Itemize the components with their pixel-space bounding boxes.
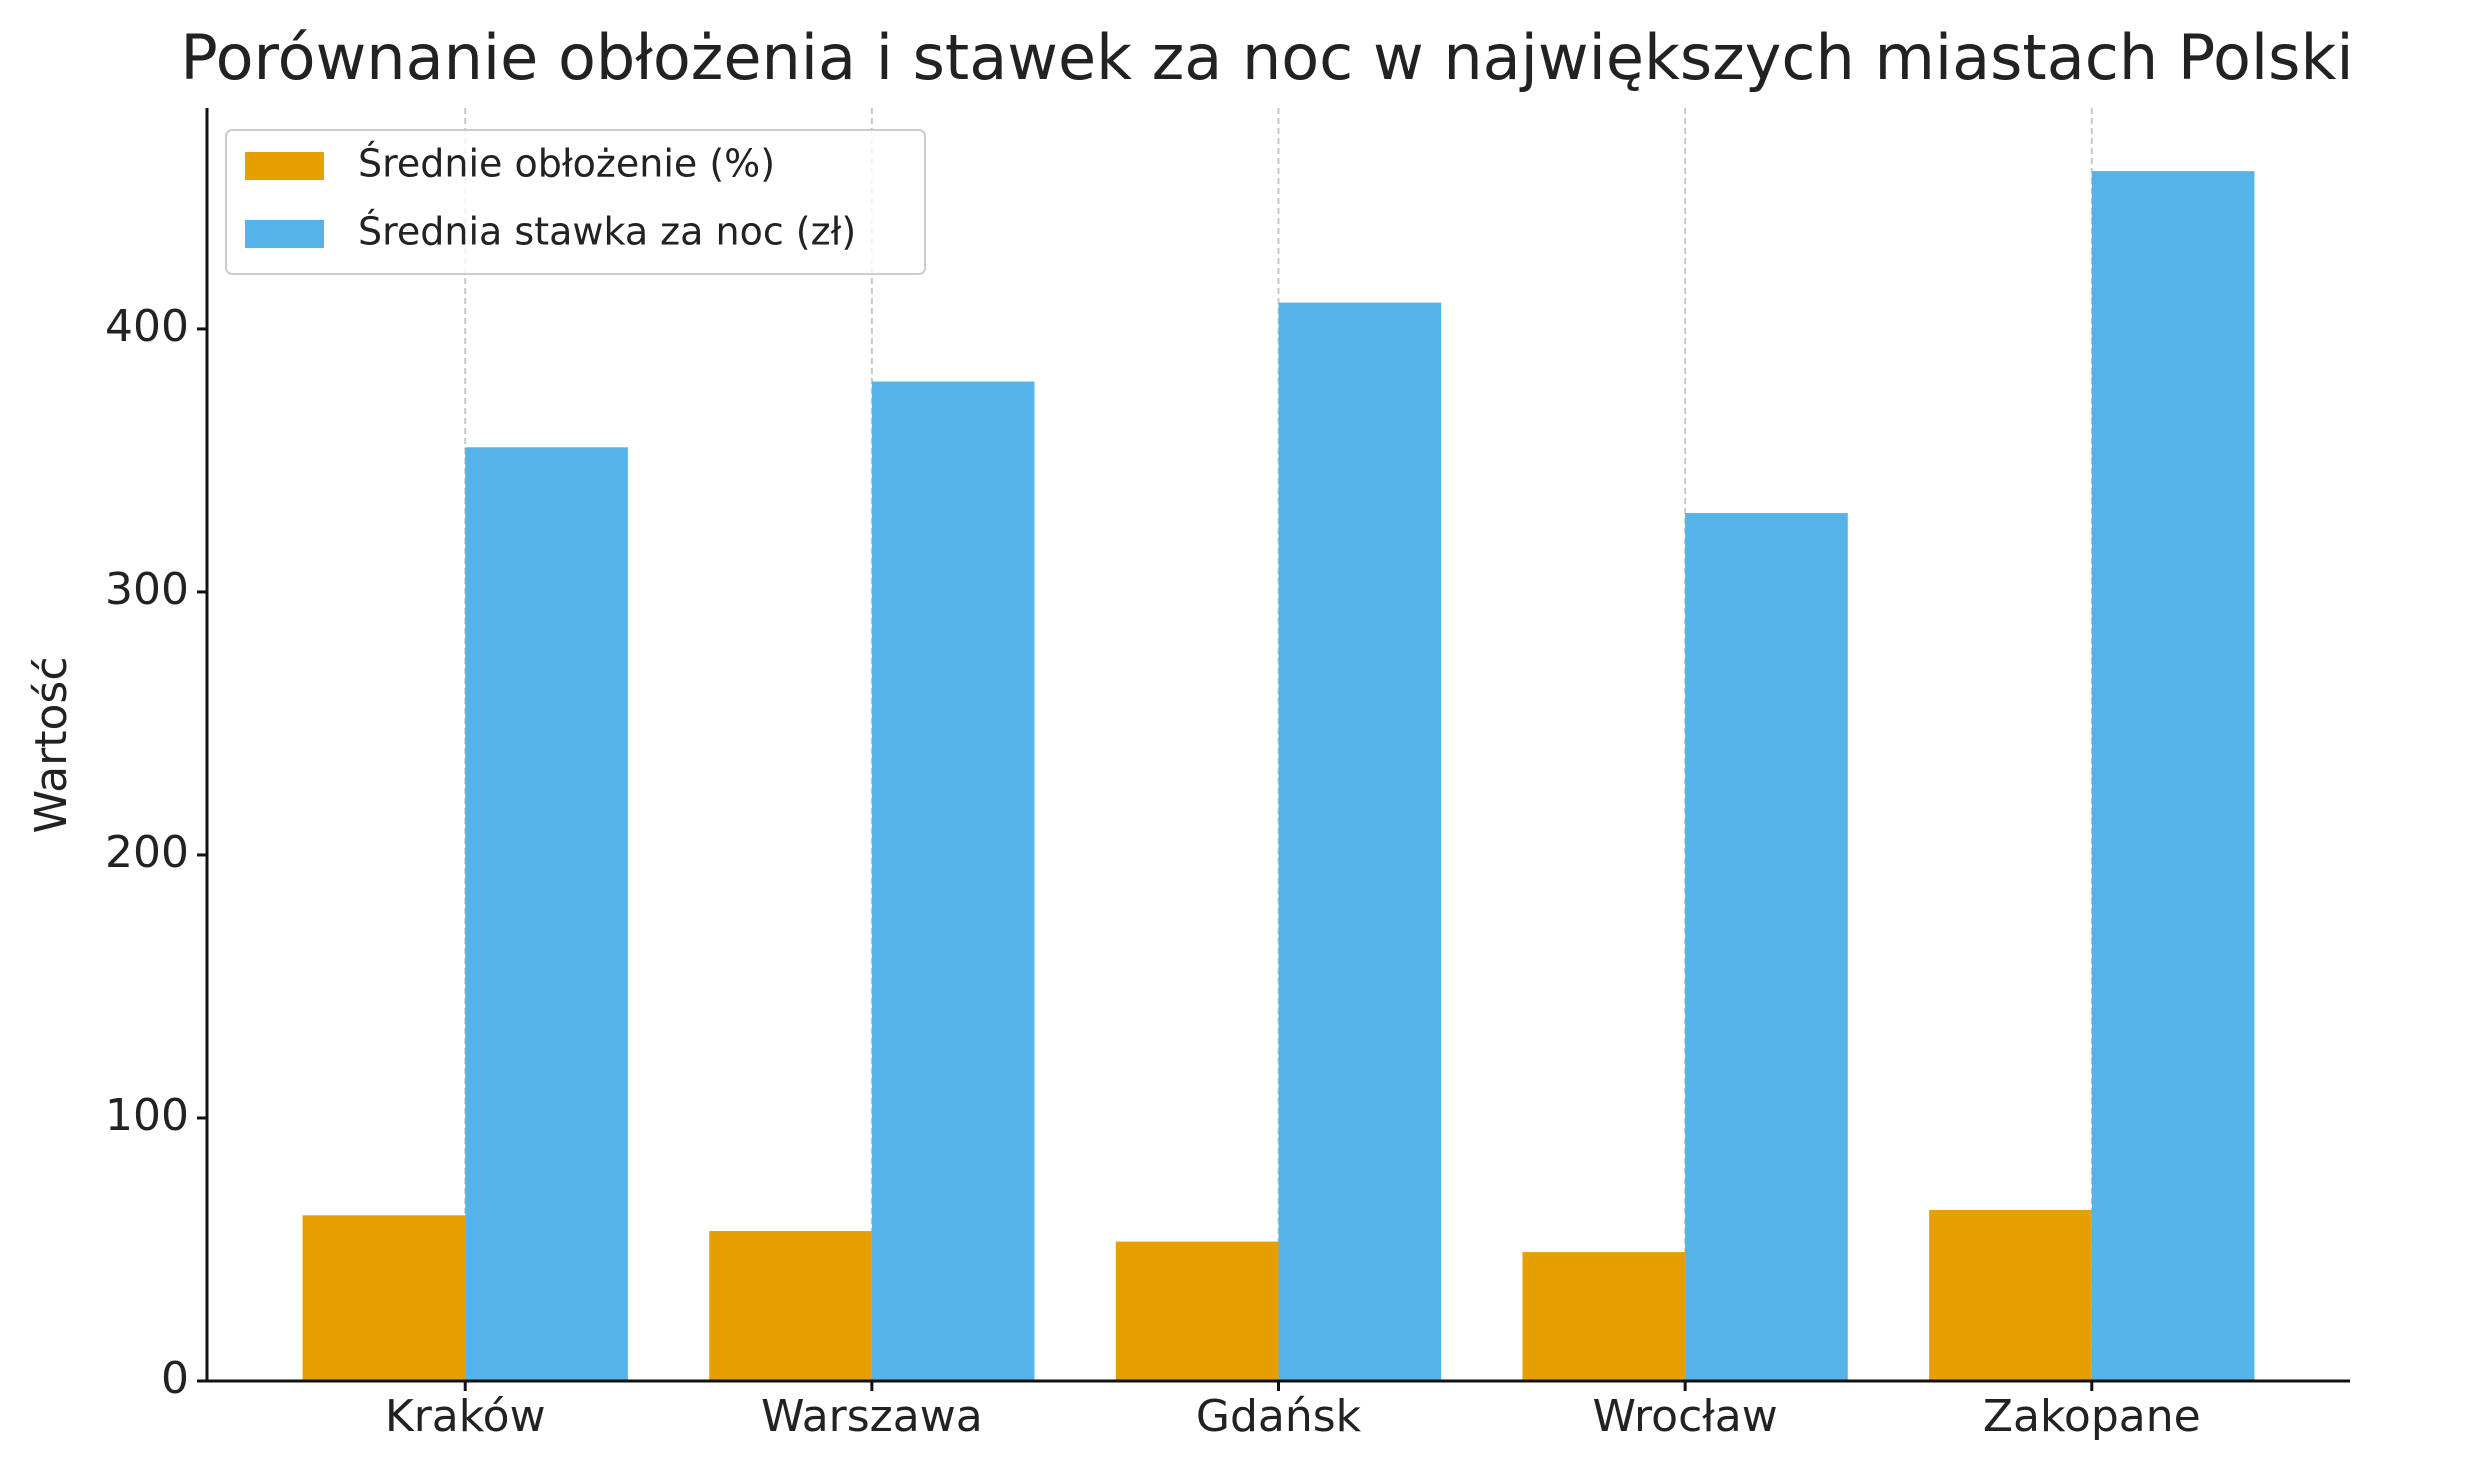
y-axis-label: Wartość	[26, 656, 77, 833]
bar	[2091, 171, 2255, 1381]
bar	[465, 447, 628, 1381]
x-tick-label: Kraków	[385, 1391, 546, 1442]
x-tick-label: Warszawa	[761, 1391, 983, 1442]
legend-label: Średnia stawka za noc (zł)	[358, 210, 856, 254]
bar	[1522, 1252, 1686, 1381]
y-tick-label: 0	[161, 1353, 189, 1404]
chart-title: Porównanie obłożenia i stawek za noc w n…	[180, 21, 2353, 94]
y-tick-label: 300	[105, 564, 189, 615]
bar	[1685, 513, 1848, 1381]
bar	[1278, 302, 1442, 1382]
x-tick-label: Zakopane	[1983, 1391, 2201, 1442]
bar	[1115, 1241, 1279, 1381]
bar	[709, 1231, 872, 1381]
y-tick-label: 100	[105, 1090, 189, 1141]
legend-label: Średnie obłożenie (%)	[358, 142, 775, 186]
legend-swatch	[245, 220, 324, 248]
bar	[1929, 1210, 2092, 1381]
y-tick-label: 400	[105, 301, 189, 352]
bar	[871, 381, 1035, 1381]
legend-box	[225, 129, 926, 275]
x-tick-label: Wrocław	[1593, 1391, 1778, 1442]
bar	[302, 1215, 466, 1381]
x-tick-label: Gdańsk	[1196, 1391, 1362, 1442]
y-tick-label: 200	[105, 827, 189, 878]
legend-swatch	[245, 152, 324, 180]
